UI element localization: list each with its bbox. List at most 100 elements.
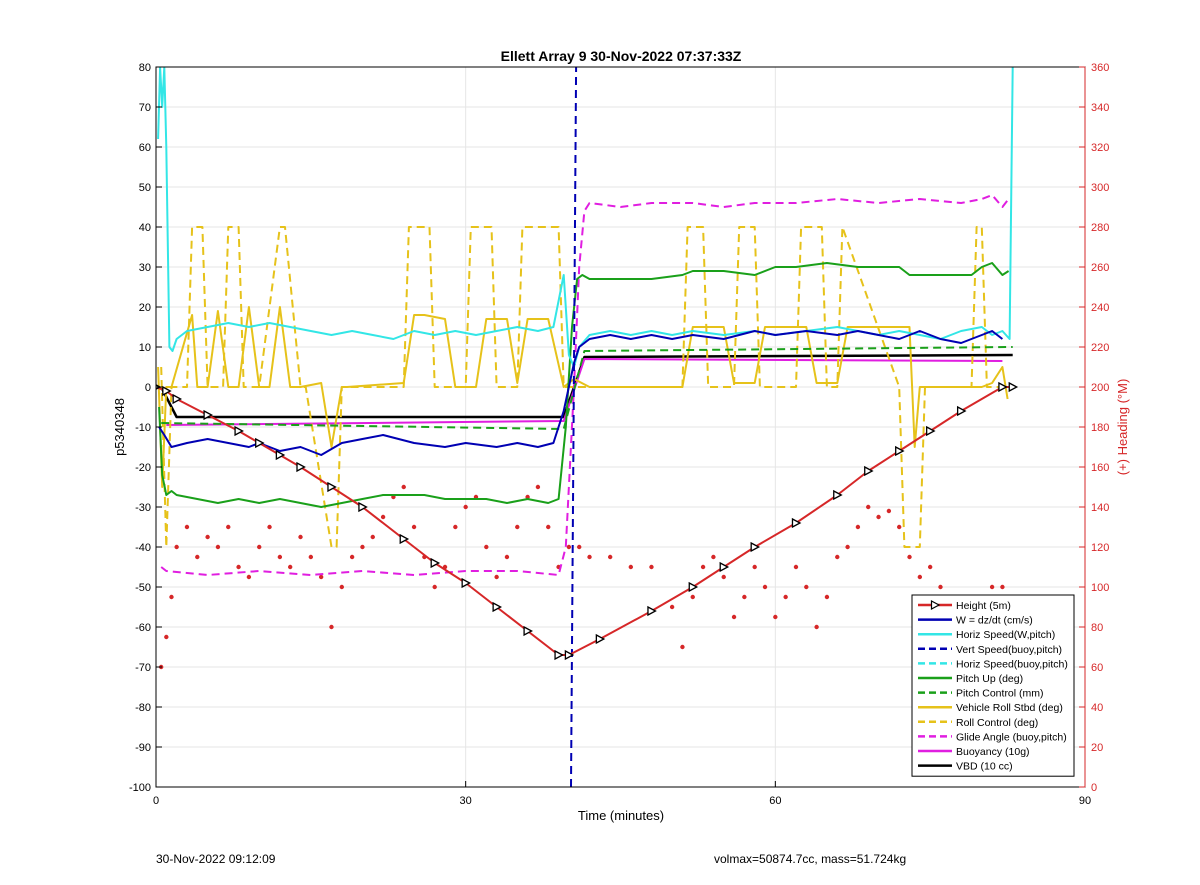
y-tick-label: -30: [135, 502, 151, 514]
series-heading-point: [535, 484, 541, 490]
series-heading-point: [835, 554, 840, 560]
series-heading-point: [793, 564, 799, 570]
y-tick-label: -60: [135, 622, 151, 634]
series-heading-point: [205, 534, 210, 540]
series-vbd-10-cc-line: [160, 353, 1013, 419]
series-height-5m-marker: [162, 385, 172, 397]
y-tick-label: 0: [145, 382, 151, 394]
legend-label: Vehicle Roll Stbd (deg): [956, 702, 1063, 714]
series-heading-point: [546, 524, 551, 530]
y-tick-label: -70: [135, 662, 151, 674]
y2-tick-label: 20: [1091, 742, 1103, 754]
series-heading-point: [308, 554, 314, 560]
legend-label: Vert Speed(buoy,pitch): [956, 644, 1062, 656]
series-heading-point: [742, 594, 747, 600]
y-tick-label: -80: [135, 702, 151, 714]
series-heading-point: [267, 524, 272, 530]
series-buoyancy-10g-line: [166, 358, 1003, 426]
series-heading-point: [380, 514, 386, 520]
series-height-5m-marker: [998, 381, 1008, 393]
series-height-5m-marker: [595, 633, 606, 645]
series-heading-point: [339, 584, 344, 590]
series-heading-point: [566, 544, 572, 550]
y2-tick-label: 360: [1091, 62, 1109, 74]
series-horiz-speed-w-pitch-line: [157, 67, 1014, 368]
y2-tick-label: 300: [1091, 182, 1109, 194]
series-roll-control-deg-line: [160, 226, 1003, 548]
series-heading-point: [329, 624, 334, 630]
series-height-5m-marker: [234, 425, 244, 437]
series-heading-point: [824, 594, 830, 600]
series-heading-point: [360, 544, 365, 550]
series-heading-point: [731, 614, 737, 620]
legend-label: Glide Angle (buoy,pitch): [956, 731, 1067, 743]
y2-tick-label: 200: [1091, 382, 1109, 394]
series-heading-point: [184, 524, 190, 530]
series-heading-point: [607, 554, 613, 560]
y-axis-label: p5340348: [112, 398, 127, 456]
series-heading-point: [164, 634, 169, 640]
y2-tick-label: 0: [1091, 782, 1097, 794]
legend-label: W = dz/dt (cm/s): [956, 615, 1033, 627]
y2-tick-label: 80: [1091, 622, 1103, 634]
series-heading-point: [938, 584, 943, 590]
legend-label: Pitch Control (mm): [956, 688, 1044, 700]
series-heading-point: [866, 504, 871, 510]
y-tick-label: 70: [139, 102, 151, 114]
series-heading-point: [752, 564, 757, 570]
series-heading-point: [989, 584, 995, 590]
chart-title: Ellett Array 9 30-Nov-2022 07:37:33Z: [501, 48, 742, 64]
footer-vehicle-info: volmax=50874.7cc, mass=51.724kg: [714, 852, 907, 866]
y-tick-label: 60: [139, 142, 151, 154]
y2-tick-label: 100: [1091, 582, 1109, 594]
series-heading-point: [897, 524, 902, 530]
series-heading-point: [814, 624, 819, 630]
series-heading-point: [215, 544, 221, 550]
series-heading-point: [287, 564, 293, 570]
series-heading-point: [515, 524, 520, 530]
series-height-5m-marker: [750, 541, 761, 553]
series-heading-point: [463, 504, 468, 510]
series-vehicle-roll-stbd-deg-line: [157, 306, 1009, 488]
series-heading-point: [783, 594, 788, 600]
series-heading-point: [195, 554, 200, 560]
series-heading-point: [649, 564, 654, 570]
series-heading-point: [804, 584, 809, 590]
series-heading-point: [257, 544, 262, 550]
series-glide-angle-buoy-pitch-line: [160, 194, 1010, 576]
series-heading-point: [917, 574, 923, 580]
series-heading-point: [886, 508, 892, 514]
series-heading-point: [680, 644, 685, 650]
y-tick-label: 10: [139, 342, 151, 354]
series-heading-point: [876, 514, 881, 520]
series-vert-speed-buoy-pitch-line: [570, 67, 578, 787]
series-height-5m-marker: [956, 405, 967, 417]
series-height-5m-marker: [564, 649, 575, 661]
y2-tick-label: 220: [1091, 342, 1109, 354]
grid: [156, 67, 1085, 787]
y-tick-label: 30: [139, 262, 151, 274]
series-height-5m-marker: [895, 445, 905, 457]
y2-tick-label: 260: [1091, 262, 1109, 274]
legend-box: [911, 594, 1075, 777]
series-height-5m-marker: [172, 393, 183, 405]
y2-tick-label: 340: [1091, 102, 1109, 114]
legend-label: Height (5m): [956, 600, 1011, 612]
series-height-5m-marker: [1008, 381, 1019, 393]
legend-label: Horiz Speed(buoy,pitch): [956, 658, 1068, 670]
series-heading-point: [927, 564, 933, 570]
tick-labels: 0 30 60 9080706050403020100-10-20-30-40-50-…: [129, 62, 1109, 807]
series-heading-point: [174, 544, 179, 550]
y2-tick-label: 180: [1091, 422, 1109, 434]
series-heading-point: [504, 554, 510, 560]
x-tick-label: 30: [460, 795, 472, 807]
series-heading-point: [453, 524, 458, 530]
series-heading-point: [721, 574, 726, 580]
y-tick-label: -50: [135, 582, 151, 594]
y-tick-label: -90: [135, 742, 151, 754]
series-heading-point: [907, 554, 912, 560]
legend-label: Horiz Speed(W,pitch): [956, 629, 1055, 641]
series-heading-point: [525, 494, 530, 500]
series-heading-point: [587, 554, 592, 560]
series-height-5m-marker: [461, 577, 472, 589]
